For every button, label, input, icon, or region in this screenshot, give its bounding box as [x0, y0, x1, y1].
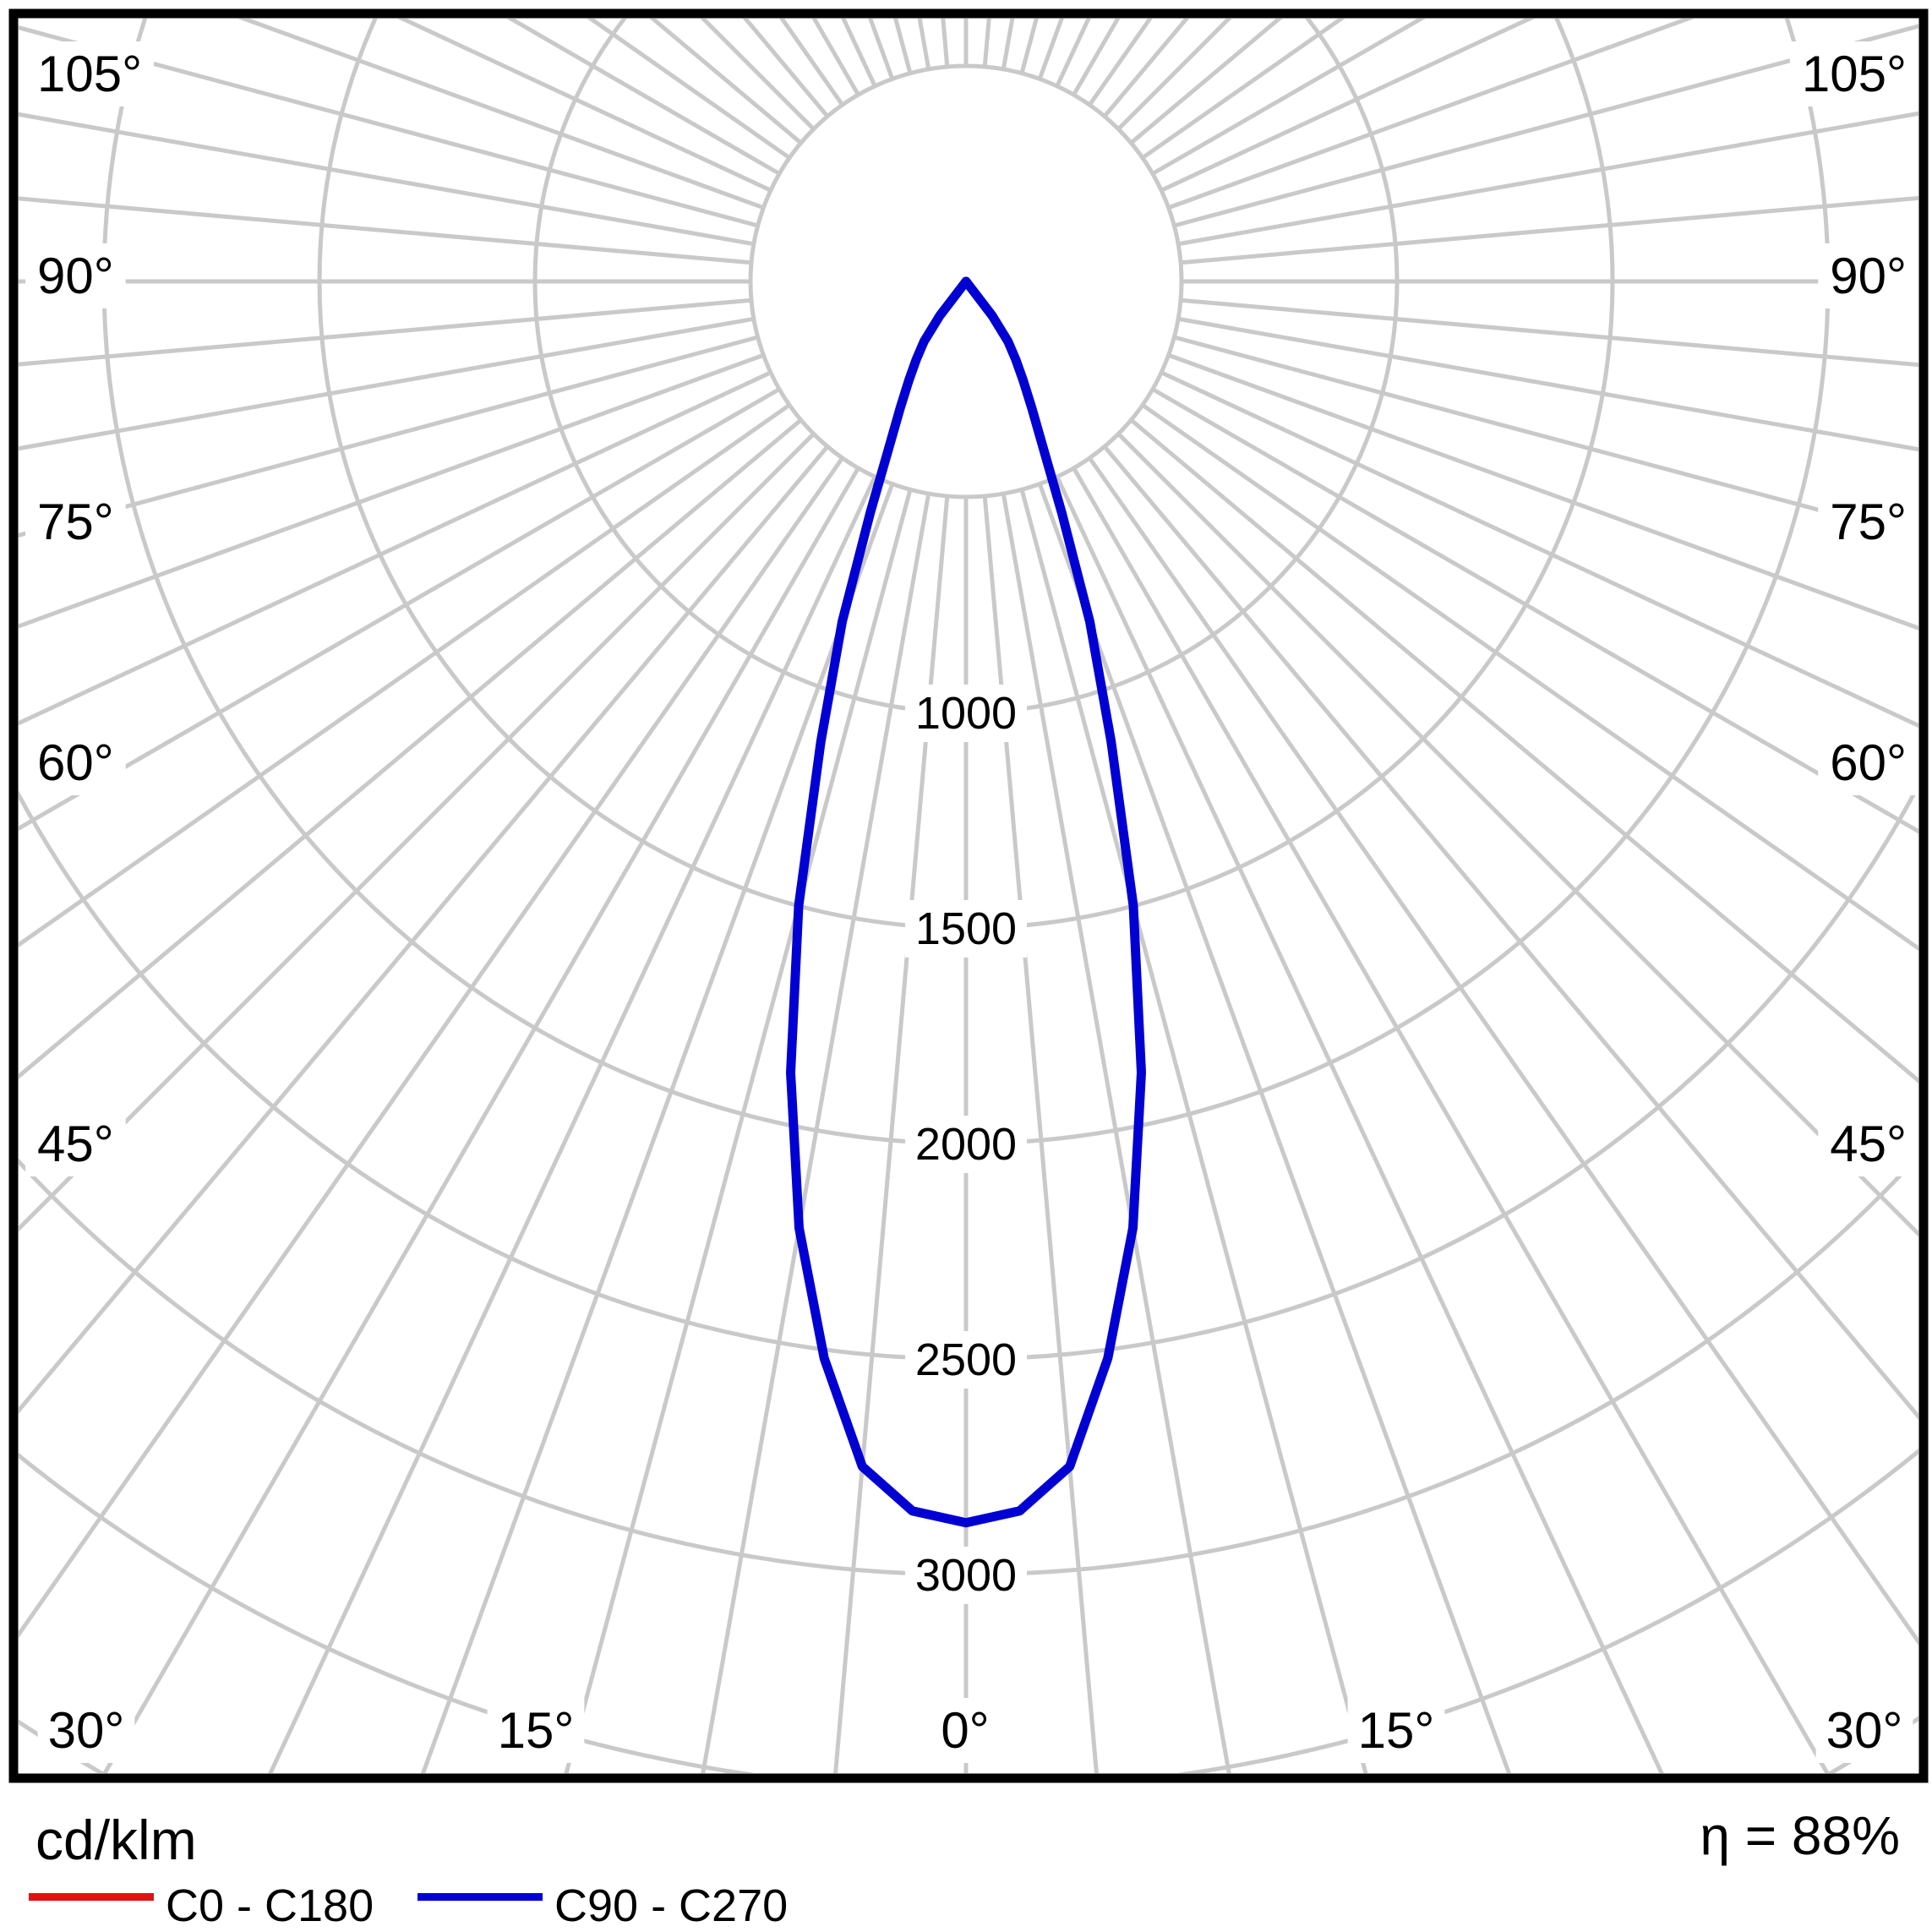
grid-spoke [420, 483, 895, 1773]
grid-spoke [1177, 316, 1918, 452]
angle-label-bottom-0-30°: 30° [48, 1702, 125, 1759]
grid-spoke [19, 297, 752, 367]
grid-spoke [1129, 418, 1918, 1083]
grid-spoke [397, 19, 772, 193]
angle-label-right-60°: 60° [1830, 734, 1907, 791]
grid-spoke [19, 335, 759, 538]
grid-spoke [19, 25, 759, 228]
grid-spoke [1151, 19, 1426, 176]
angle-label-right-90°-bg [1818, 243, 1918, 308]
ring-label-1000: 1000 [915, 688, 1017, 739]
angle-label-bottom-2-0°: 0° [941, 1702, 989, 1759]
grid-spoke [833, 495, 950, 1773]
grid-spoke [1141, 403, 1918, 952]
grid-spoke [1055, 476, 1664, 1773]
angle-label-left-75°-bg [25, 489, 126, 554]
grid-spoke [268, 476, 877, 1773]
grid-spoke [102, 467, 860, 1773]
grid-spoke [1180, 297, 1918, 368]
angle-label-bottom-1-15°-bg [487, 1698, 585, 1763]
ring-label-1500-bg [904, 900, 1028, 958]
grid-spoke [1019, 488, 1368, 1773]
grid-spoke [19, 196, 752, 265]
efficiency-label: η = 88% [1700, 1805, 1900, 1866]
grid-spoke [19, 316, 755, 451]
label-backgrounds [25, 41, 1918, 1763]
legend-label-c90-c270: C90 - C270 [554, 1880, 789, 1931]
legend-label-c0-c180: C0 - C180 [166, 1880, 374, 1931]
angle-label-bottom-0-30°-bg [37, 1698, 135, 1763]
grid-spoke [1102, 445, 1918, 1420]
grid-spoke [1088, 456, 1918, 1645]
grid-spoke [1160, 370, 1918, 729]
angle-label-left-90°-bg [25, 243, 126, 308]
axis-labels: 1000 1500 2000 2500 3000 105° 90° 75° 60° 45° 105°… [37, 46, 1907, 1759]
grid-spoke [1173, 335, 1918, 539]
ring-label-2000-bg [904, 1116, 1028, 1173]
grid-spoke [1116, 432, 1918, 1237]
ring-label-2500-bg [904, 1331, 1028, 1389]
grid-spoke [19, 387, 781, 832]
grid-spoke [1173, 24, 1918, 228]
angle-label-right-90°: 90° [1830, 248, 1907, 304]
curve-c90-c270 [786, 276, 1146, 1528]
angle-label-right-75°-bg [1818, 489, 1918, 554]
grid-spoke [982, 495, 1099, 1773]
grid-spoke [1160, 19, 1535, 193]
ring-label-1500: 1500 [915, 903, 1017, 954]
grid-spoke [1151, 387, 1918, 834]
grid-spoke [506, 19, 781, 176]
angle-label-left-60°: 60° [37, 734, 114, 791]
grid-spoke [19, 112, 755, 247]
grid-spoke [19, 418, 803, 1079]
angle-label-right-45°-bg [1818, 1111, 1918, 1176]
ring-label-3000-bg [904, 1547, 1028, 1604]
angle-label-left-45°: 45° [37, 1116, 114, 1172]
grid-spoke [19, 432, 816, 1232]
angle-label-left-60°-bg [25, 730, 126, 795]
ring-label-3000: 3000 [915, 1550, 1017, 1601]
legend-swatch-c90-c270 [418, 1893, 543, 1901]
grid-spoke [564, 488, 913, 1773]
ring-label-2500: 2500 [915, 1334, 1017, 1385]
grid-spoke [19, 445, 830, 1414]
grid-spoke [1037, 483, 1512, 1773]
grid-spoke [1180, 195, 1918, 265]
angle-label-bottom-2-0°-bg [931, 1698, 1000, 1763]
grid-spoke [19, 370, 772, 726]
ring-label-1000-bg [904, 685, 1028, 742]
ring-label-2000: 2000 [915, 1119, 1017, 1170]
grid-spoke [1177, 111, 1918, 247]
angle-label-bottom-4-30°-bg [1815, 1698, 1913, 1763]
angle-label-left-105°-bg [25, 41, 155, 106]
angle-label-left-105°: 105° [37, 46, 142, 102]
grid-spoke [1072, 467, 1830, 1773]
angle-label-right-75°: 75° [1830, 494, 1907, 550]
grid-spoke [19, 352, 765, 629]
units-label: cd/klm [35, 1809, 197, 1871]
angle-label-bottom-3-15°: 15° [1358, 1702, 1435, 1759]
legend-swatch-c0-c180 [29, 1893, 154, 1901]
angle-label-bottom-3-15°-bg [1347, 1698, 1445, 1763]
grid-spoke [1167, 352, 1918, 630]
angle-label-right-60°-bg [1818, 730, 1918, 795]
angle-label-left-45°-bg [25, 1111, 126, 1176]
angle-label-right-105°-bg [1789, 41, 1918, 106]
grid-spoke [19, 403, 791, 947]
angle-label-right-105°: 105° [1802, 46, 1907, 102]
grid-spoke [237, 19, 765, 210]
plot-border [8, 8, 1929, 1783]
angle-label-left-90°: 90° [37, 248, 114, 304]
grid-spoke [1167, 19, 1695, 210]
grid-spoke [701, 493, 931, 1773]
angle-label-bottom-1-15°: 15° [498, 1702, 575, 1759]
angle-label-left-75°: 75° [37, 494, 114, 550]
angle-label-bottom-4-30°: 30° [1826, 1702, 1903, 1759]
grid-spoke [1001, 493, 1231, 1773]
grid-spoke [19, 456, 844, 1639]
angle-label-right-45°: 45° [1830, 1116, 1907, 1172]
